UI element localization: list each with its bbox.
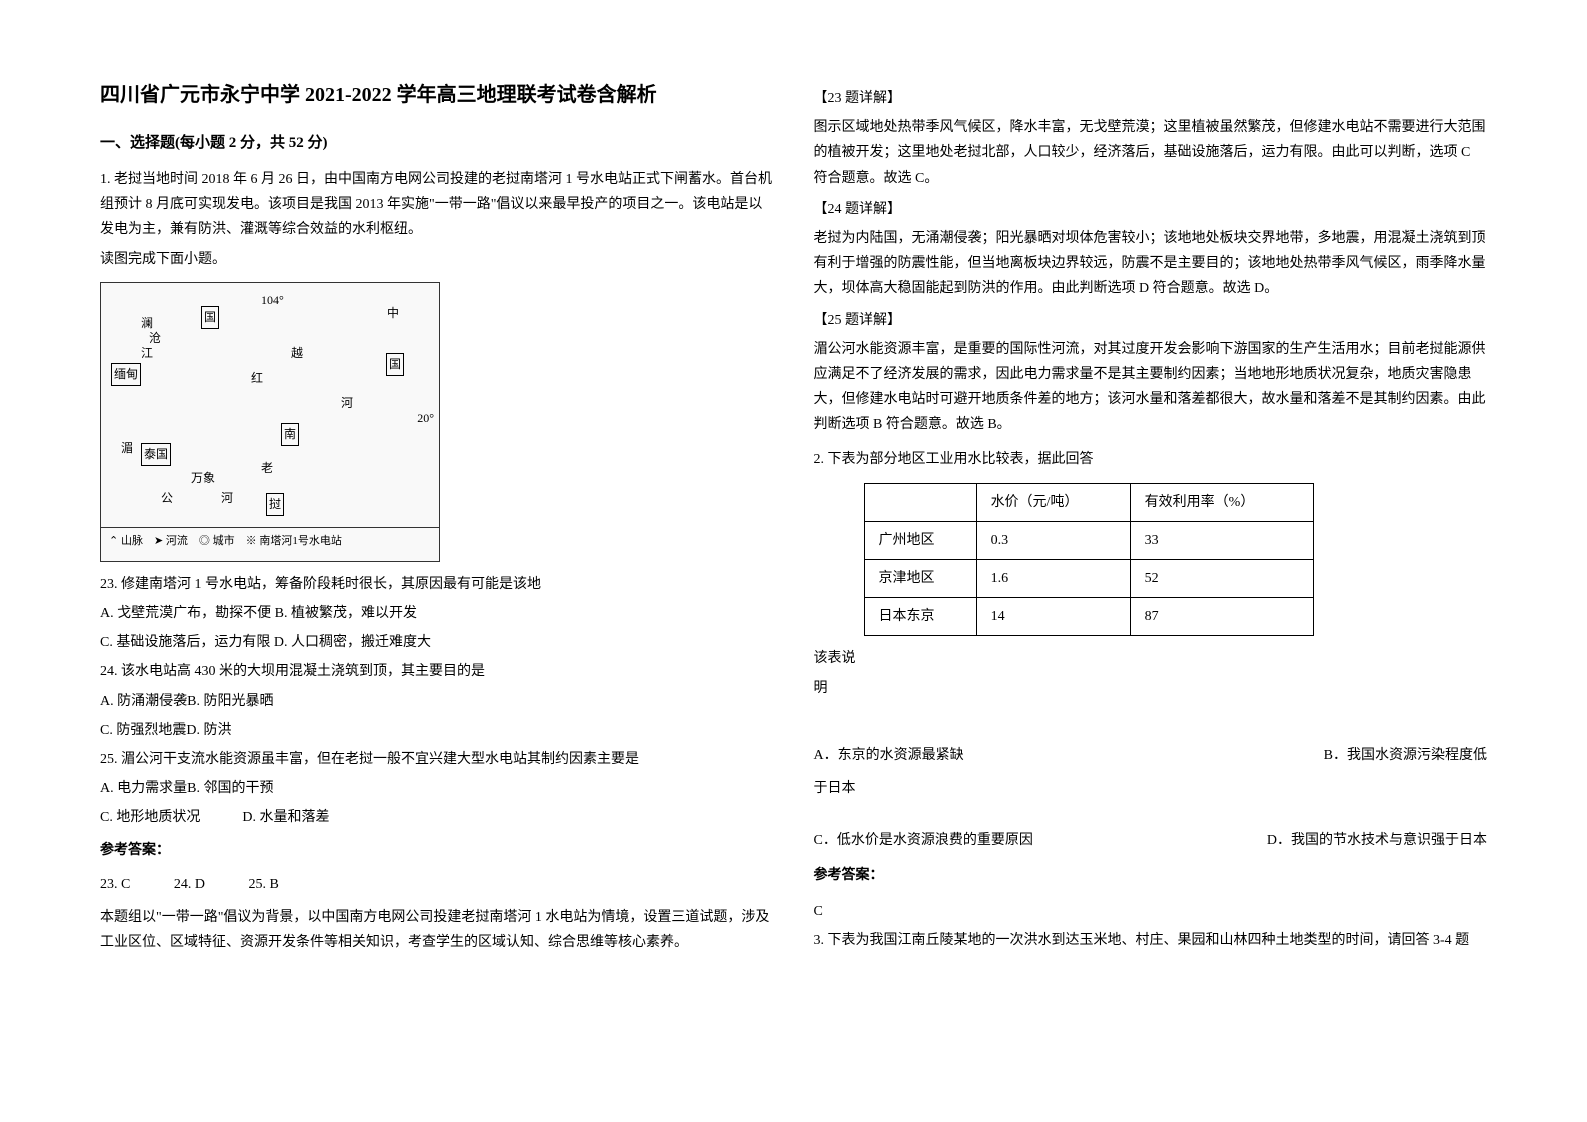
q2-after1: 该表说: [814, 646, 1488, 671]
q24-opt-d: D. 防洪: [186, 723, 231, 738]
cell-region: 京津地区: [864, 560, 976, 598]
map-label-he2: 河: [221, 488, 233, 510]
q1-intro-1: 1. 老挝当地时间 2018 年 6 月 26 日，由中国南方电网公司投建的老挝…: [100, 167, 774, 243]
q23-opt-b: B. 植被繁茂，难以开发: [275, 606, 417, 621]
explain-24-header: 【24 题详解】: [814, 197, 1488, 222]
q25-opt-c: C. 地形地质状况: [100, 810, 200, 825]
cell-rate: 33: [1130, 521, 1313, 559]
q2-answer-header: 参考答案：: [814, 863, 1488, 888]
explain-25-header: 【25 题详解】: [814, 308, 1488, 333]
map-coord-104: 104°: [261, 290, 284, 312]
map-figure: 104° 中 国 澜 沧 江 越 国 红 缅甸 河 20° 南 湄 泰国 老 万…: [100, 282, 440, 562]
explain-23-body: 图示区域地处热带季风气候区，降水丰富，无戈壁荒漠；这里植被虽然繁茂，但修建水电站…: [814, 115, 1488, 191]
th-blank: [864, 483, 976, 521]
map-label-gong: 公: [161, 488, 173, 510]
map-label-la: 挝: [266, 493, 284, 517]
right-column: 【23 题详解】 图示区域地处热带季风气候区，降水丰富，无戈壁荒漠；这里植被虽然…: [814, 80, 1488, 1042]
table-row: 广州地区 0.3 33: [864, 521, 1313, 559]
q25-opt-b: B. 邻国的干预: [187, 781, 273, 796]
q2-options-row1: A．东京的水资源最紧缺 B．我国水资源污染程度低: [814, 743, 1488, 768]
map-label-wanxiang: 万象: [191, 468, 215, 490]
answer-23: 23. C: [100, 872, 130, 897]
map-label-he: 河: [341, 393, 353, 415]
q25-row1: A. 电力需求量B. 邻国的干预: [100, 776, 774, 801]
q25-row2: C. 地形地质状况 D. 水量和落差: [100, 805, 774, 830]
q24-opt-a: A. 防涌潮侵袭: [100, 694, 187, 709]
cell-price: 14: [976, 598, 1130, 636]
q2-after2: 明: [814, 676, 1488, 701]
q3-stem: 3. 下表为我国江南丘陵某地的一次洪水到达玉米地、村庄、果园和山林四种土地类型的…: [814, 928, 1488, 953]
map-label-nan: 南: [281, 423, 299, 447]
cell-price: 1.6: [976, 560, 1130, 598]
map-label-hong: 红: [251, 368, 263, 390]
section-1-header: 一、选择题(每小题 2 分，共 52 分): [100, 130, 774, 157]
q23-row2: C. 基础设施落后，运力有限 D. 人口稠密，搬迁难度大: [100, 630, 774, 655]
q23-opt-c: C. 基础设施落后，运力有限: [100, 635, 270, 650]
explain-23-header: 【23 题详解】: [814, 86, 1488, 111]
q23-opt-d: D. 人口稠密，搬迁难度大: [274, 635, 431, 650]
answer-line-1: 23. C 24. D 25. B: [100, 872, 774, 897]
map-legend: ⌃ 山脉 ➤ 河流 ◎ 城市 ※ 南塔河1号水电站: [101, 528, 439, 556]
q1-intro-2: 读图完成下面小题。: [100, 247, 774, 272]
q23-row1: A. 戈壁荒漠广布，勘探不便 B. 植被繁茂，难以开发: [100, 601, 774, 626]
spacer: [814, 805, 1488, 820]
table-row: 京津地区 1.6 52: [864, 560, 1313, 598]
analysis-intro: 本题组以"一带一路"倡议为背景，以中国南方电网公司投建老挝南塔河 1 水电站为情…: [100, 905, 774, 955]
map-label-mei: 湄: [121, 438, 133, 460]
q24-opt-c: C. 防强烈地震: [100, 723, 186, 738]
q24-opt-b: B. 防阳光暴晒: [187, 694, 273, 709]
q23-opt-a: A. 戈壁荒漠广布，勘探不便: [100, 606, 271, 621]
q2-opt-c: C．低水价是水资源浪费的重要原因: [814, 828, 1033, 853]
q2-opt-a: A．东京的水资源最紧缺: [814, 743, 964, 768]
q25-opt-a: A. 电力需求量: [100, 781, 187, 796]
cell-rate: 52: [1130, 560, 1313, 598]
map-label-thailand: 泰国: [141, 443, 171, 467]
q24-stem: 24. 该水电站高 430 米的大坝用混凝土浇筑到顶，其主要目的是: [100, 659, 774, 684]
q2-stem: 2. 下表为部分地区工业用水比较表，据此回答: [814, 447, 1488, 472]
map-label-country2: 国: [386, 353, 404, 377]
th-rate: 有效利用率（%）: [1130, 483, 1313, 521]
answer-header-1: 参考答案：: [100, 838, 774, 863]
map-label-jiang: 江: [141, 343, 153, 365]
th-price: 水价（元/吨）: [976, 483, 1130, 521]
q24-row1: A. 防涌潮侵袭B. 防阳光暴晒: [100, 689, 774, 714]
cell-region: 广州地区: [864, 521, 976, 559]
q2-answer: C: [814, 899, 1488, 924]
q2-opt-d: D．我国的节水技术与意识强于日本: [1267, 828, 1487, 853]
q25-opt-d: D. 水量和落差: [242, 810, 329, 825]
table-header-row: 水价（元/吨） 有效利用率（%）: [864, 483, 1313, 521]
answer-24: 24. D: [174, 872, 205, 897]
map-label-20: 20°: [417, 408, 434, 430]
map-label-laos: 老: [261, 458, 273, 480]
table-row: 日本东京 14 87: [864, 598, 1313, 636]
q2-options-row2: C．低水价是水资源浪费的重要原因 D．我国的节水技术与意识强于日本: [814, 828, 1488, 853]
map-content: 104° 中 国 澜 沧 江 越 国 红 缅甸 河 20° 南 湄 泰国 老 万…: [101, 288, 439, 528]
q24-row2: C. 防强烈地震D. 防洪: [100, 718, 774, 743]
map-label-myanmar: 缅甸: [111, 363, 141, 387]
explain-24-body: 老挝为内陆国，无涌潮侵袭；阳光暴晒对坝体危害较小；该地地处板块交界地带，多地震，…: [814, 226, 1488, 302]
cell-rate: 87: [1130, 598, 1313, 636]
cell-region: 日本东京: [864, 598, 976, 636]
q23-stem: 23. 修建南塔河 1 号水电站，筹备阶段耗时很长，其原因最有可能是该地: [100, 572, 774, 597]
left-column: 四川省广元市永宁中学 2021-2022 学年高三地理联考试卷含解析 一、选择题…: [100, 80, 774, 1042]
q25-stem: 25. 湄公河干支流水能资源虽丰富，但在老挝一般不宜兴建大型水电站其制约因素主要…: [100, 747, 774, 772]
answer-25: 25. B: [248, 872, 278, 897]
exam-title: 四川省广元市永宁中学 2021-2022 学年高三地理联考试卷含解析: [100, 80, 774, 110]
q2-opt-b-part2: 于日本: [814, 776, 1488, 801]
explain-25-body: 湄公河水能资源丰富，是重要的国际性河流，对其过度开发会影响下游国家的生产生活用水…: [814, 337, 1488, 438]
map-label-china: 中: [387, 303, 399, 325]
spacer: [814, 705, 1488, 735]
map-label-country1: 国: [201, 306, 219, 330]
cell-price: 0.3: [976, 521, 1130, 559]
map-label-vietnam1: 越: [291, 343, 303, 365]
water-price-table: 水价（元/吨） 有效利用率（%） 广州地区 0.3 33 京津地区 1.6 52…: [864, 483, 1314, 637]
q2-opt-b-part1: B．我国水资源污染程度低: [1324, 743, 1487, 768]
